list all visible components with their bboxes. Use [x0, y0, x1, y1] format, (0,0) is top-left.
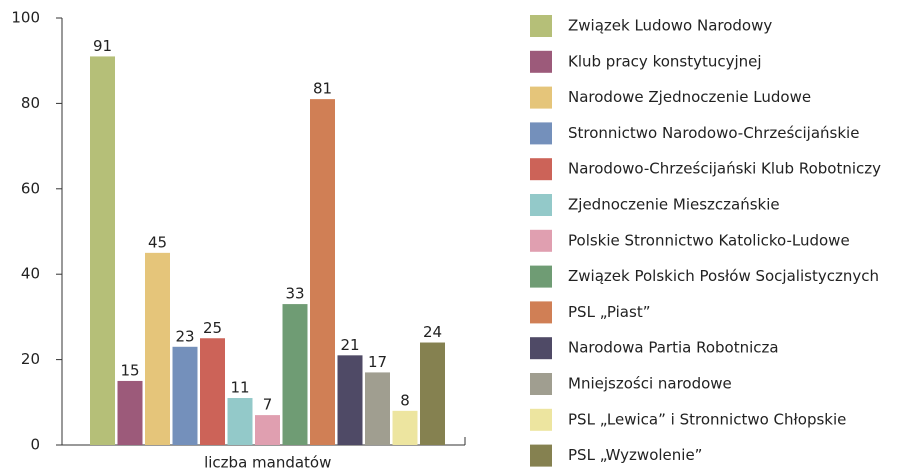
legend-label: PSL „Piast” [568, 303, 650, 321]
legend-label: Związek Ludowo Narodowy [568, 17, 772, 35]
data-label: 33 [285, 285, 304, 303]
legend-swatch [530, 408, 552, 431]
legend-swatch [530, 229, 552, 252]
y-tick-label: 20 [21, 350, 40, 368]
legend-swatch [530, 444, 552, 467]
legend-swatch [530, 86, 552, 109]
y-tick-label: 80 [21, 94, 40, 112]
y-tick-label: 40 [21, 265, 40, 283]
legend-label: Związek Polskich Posłów Socjalistycznych [568, 267, 879, 285]
legend-swatch [530, 373, 552, 395]
legend-swatch [530, 50, 552, 73]
legend-label: Stronnictwo Narodowo-Chrześcijańskie [568, 124, 859, 142]
y-tick-label: 100 [11, 9, 40, 27]
legend-label: PSL „Wyzwolenie” [568, 446, 702, 464]
legend-swatch [530, 265, 552, 288]
bar [365, 372, 390, 445]
data-label: 24 [423, 323, 442, 341]
legend-label: PSL „Lewica” i Stronnictwo Chłopskie [568, 410, 846, 428]
legend-swatch [530, 194, 552, 216]
bar [255, 415, 280, 445]
bar [90, 56, 115, 446]
bar [420, 342, 445, 445]
legend-label: Narodowo-Chrześcijański Klub Robotniczy [568, 160, 881, 178]
bar [282, 304, 308, 445]
y-tick-label: 60 [21, 179, 40, 197]
bar [172, 346, 198, 445]
bar [117, 380, 143, 445]
data-label: 45 [148, 233, 167, 251]
bar [337, 355, 363, 445]
data-label: 11 [230, 379, 249, 397]
x-tick-label: liczba mandatów [204, 454, 331, 469]
legend-swatch [530, 158, 552, 181]
legend-swatch [530, 337, 552, 360]
y-tick-label: 0 [30, 436, 40, 454]
bar [227, 398, 253, 445]
bar [200, 338, 225, 445]
data-label: 15 [120, 361, 139, 379]
legend-label: Narodowe Zjednoczenie Ludowe [568, 88, 811, 106]
data-label: 25 [203, 319, 222, 337]
legend-label: Mniejszości narodowe [568, 375, 732, 393]
data-label: 17 [368, 353, 387, 371]
data-label: 7 [263, 396, 273, 414]
legend-label: Zjednoczenie Mieszczańskie [568, 196, 780, 214]
legend-label: Klub pracy konstytucyjnej [568, 52, 762, 70]
legend-swatch [530, 122, 552, 145]
bar [310, 99, 335, 445]
data-label: 21 [340, 336, 359, 354]
data-label: 23 [175, 327, 194, 345]
legend-label: Polskie Stronnictwo Katolicko-Ludowe [568, 231, 850, 249]
legend-swatch [530, 15, 552, 37]
data-label: 81 [313, 80, 332, 98]
data-label: 91 [93, 37, 112, 55]
data-label: 8 [400, 391, 410, 409]
bar [392, 410, 418, 445]
bar [145, 252, 170, 445]
legend-swatch [530, 301, 552, 324]
legend-label: Narodowa Partia Robotnicza [568, 339, 779, 357]
